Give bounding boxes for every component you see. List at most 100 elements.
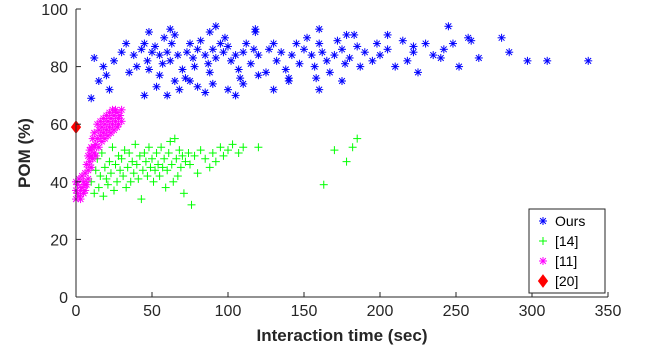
data-point	[341, 59, 350, 68]
data-point	[584, 56, 593, 65]
data-point	[152, 82, 161, 91]
data-point	[157, 143, 166, 152]
data-point	[330, 51, 339, 60]
data-point	[310, 62, 319, 71]
data-point	[231, 91, 240, 100]
data-point	[87, 94, 96, 103]
data-point	[474, 53, 483, 62]
data-point	[360, 48, 369, 57]
data-point	[119, 172, 128, 181]
data-point	[318, 48, 327, 57]
data-point	[160, 33, 169, 42]
data-point	[146, 163, 155, 172]
markers-layer	[70, 22, 593, 209]
data-point	[76, 195, 85, 204]
data-point	[137, 195, 146, 204]
data-point	[398, 36, 407, 45]
data-point	[175, 146, 184, 155]
data-point	[163, 166, 172, 175]
data-point	[140, 149, 149, 157]
data-point	[96, 172, 105, 181]
data-point	[151, 42, 160, 51]
data-point	[113, 177, 122, 186]
data-point	[211, 157, 220, 166]
data-point	[143, 172, 152, 181]
data-point	[186, 160, 194, 169]
data-point	[205, 28, 214, 37]
data-point	[128, 157, 137, 166]
data-point	[409, 42, 418, 51]
data-point	[140, 91, 149, 100]
data-point	[455, 62, 464, 71]
data-point	[303, 33, 312, 42]
data-point	[342, 157, 351, 166]
data-point	[155, 71, 164, 80]
data-point	[439, 45, 448, 54]
data-point	[166, 137, 175, 146]
data-point	[219, 48, 228, 57]
data-point	[87, 163, 96, 172]
data-point	[179, 189, 188, 198]
data-point	[175, 85, 184, 94]
data-point	[284, 77, 293, 85]
data-point	[91, 166, 100, 175]
data-point	[167, 160, 176, 169]
data-point	[467, 36, 476, 45]
data-point	[196, 146, 205, 155]
data-point	[383, 45, 392, 54]
data-point	[333, 36, 342, 45]
data-point	[262, 68, 270, 77]
data-point	[120, 146, 129, 155]
data-point	[190, 151, 199, 160]
x-tick-label: 200	[367, 303, 394, 320]
data-point	[219, 151, 228, 160]
data-point	[105, 85, 114, 94]
data-point	[505, 48, 514, 57]
data-point	[231, 51, 240, 60]
data-point	[211, 22, 220, 31]
data-point	[100, 163, 109, 172]
data-point	[436, 53, 445, 62]
data-point	[234, 65, 243, 74]
data-point	[163, 48, 172, 57]
data-point	[106, 169, 115, 178]
data-point	[356, 62, 365, 71]
data-point	[143, 56, 152, 65]
data-point	[281, 65, 290, 74]
legend-item: Ours	[539, 213, 585, 229]
data-point	[228, 140, 237, 149]
data-point	[166, 56, 175, 65]
data-point	[170, 134, 179, 143]
data-point	[312, 74, 321, 83]
data-point	[277, 48, 286, 57]
data-point	[158, 163, 167, 172]
data-point	[421, 39, 430, 48]
data-point	[403, 56, 412, 65]
x-tick-label: 50	[143, 303, 161, 320]
data-point	[129, 51, 138, 60]
legend-label: Ours	[555, 213, 585, 229]
data-point	[144, 143, 153, 152]
data-point	[216, 39, 225, 48]
data-point	[254, 71, 263, 80]
data-point	[208, 45, 217, 54]
data-point	[132, 160, 141, 169]
data-point	[523, 56, 532, 65]
data-point	[338, 77, 346, 85]
data-point	[140, 39, 149, 48]
data-point	[242, 39, 251, 48]
data-point	[429, 51, 438, 60]
data-point	[123, 163, 132, 172]
y-axis-label: POM (%)	[15, 118, 34, 188]
data-point	[161, 183, 170, 192]
data-point	[173, 51, 182, 60]
data-point	[91, 151, 100, 160]
data-point	[201, 154, 210, 163]
y-tick-label: 40	[50, 175, 68, 192]
data-point	[368, 56, 377, 65]
data-point	[315, 25, 324, 34]
data-point	[170, 77, 179, 85]
data-point	[391, 62, 400, 71]
data-point	[497, 33, 506, 42]
